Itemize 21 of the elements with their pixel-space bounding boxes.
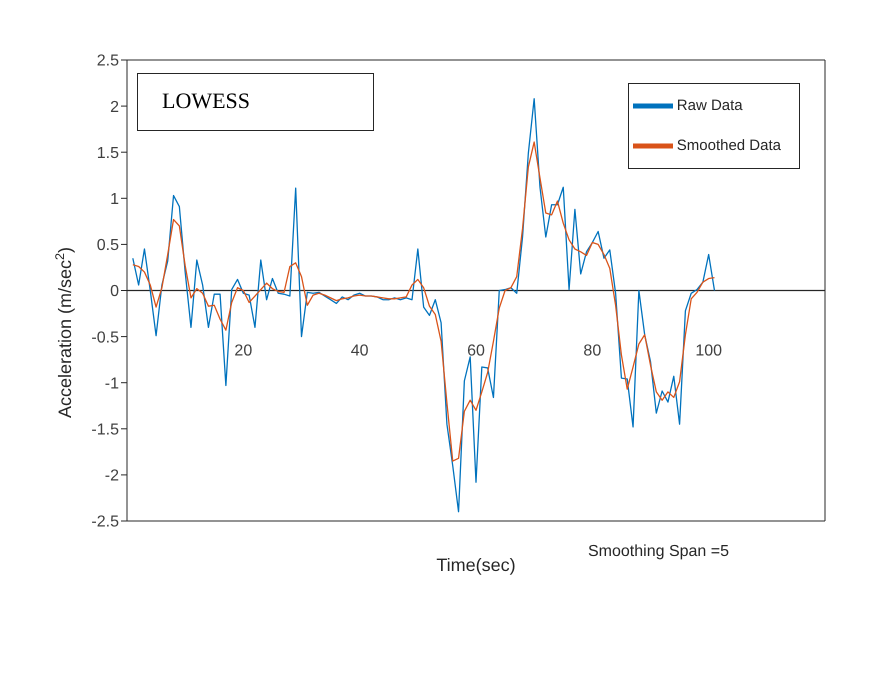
x-tick-label: 20	[234, 342, 252, 360]
y-tick-label: -2	[104, 468, 120, 485]
x-tick-label: 60	[467, 342, 485, 360]
text-box: LOWESS	[137, 73, 374, 131]
y-tick-label: 0.5	[96, 237, 120, 254]
y-tick-label: -0.5	[91, 329, 120, 346]
x-tick-label: 100	[695, 342, 722, 360]
x-axis-title: Time(sec)	[436, 555, 516, 575]
x-tick-label: 40	[350, 342, 369, 360]
y-tick-label: 1.5	[96, 144, 120, 162]
y-tick-label: 0	[110, 283, 120, 300]
y-tick-label: -1.5	[91, 421, 120, 438]
legend-label: Smoothed Data	[676, 136, 781, 154]
y-tick-label: -2.5	[91, 514, 120, 531]
y-tick-label: 1	[110, 190, 120, 208]
legend-label: Raw Data	[676, 96, 743, 114]
y-tick-label: 2.5	[96, 52, 120, 70]
y-tick-label: -1	[104, 375, 120, 392]
x-tick-label: 80	[583, 342, 602, 360]
text: Smoothing Span =5	[588, 543, 729, 561]
y-tick-label: 2	[110, 98, 120, 116]
